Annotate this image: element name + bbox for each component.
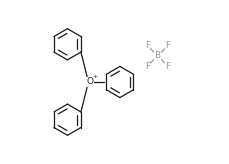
- Text: O: O: [86, 78, 93, 86]
- Text: B: B: [154, 51, 160, 60]
- Text: F: F: [165, 41, 170, 50]
- Text: F: F: [144, 41, 149, 50]
- Text: +: +: [91, 74, 97, 79]
- Text: F: F: [165, 62, 170, 71]
- Text: F: F: [144, 62, 149, 71]
